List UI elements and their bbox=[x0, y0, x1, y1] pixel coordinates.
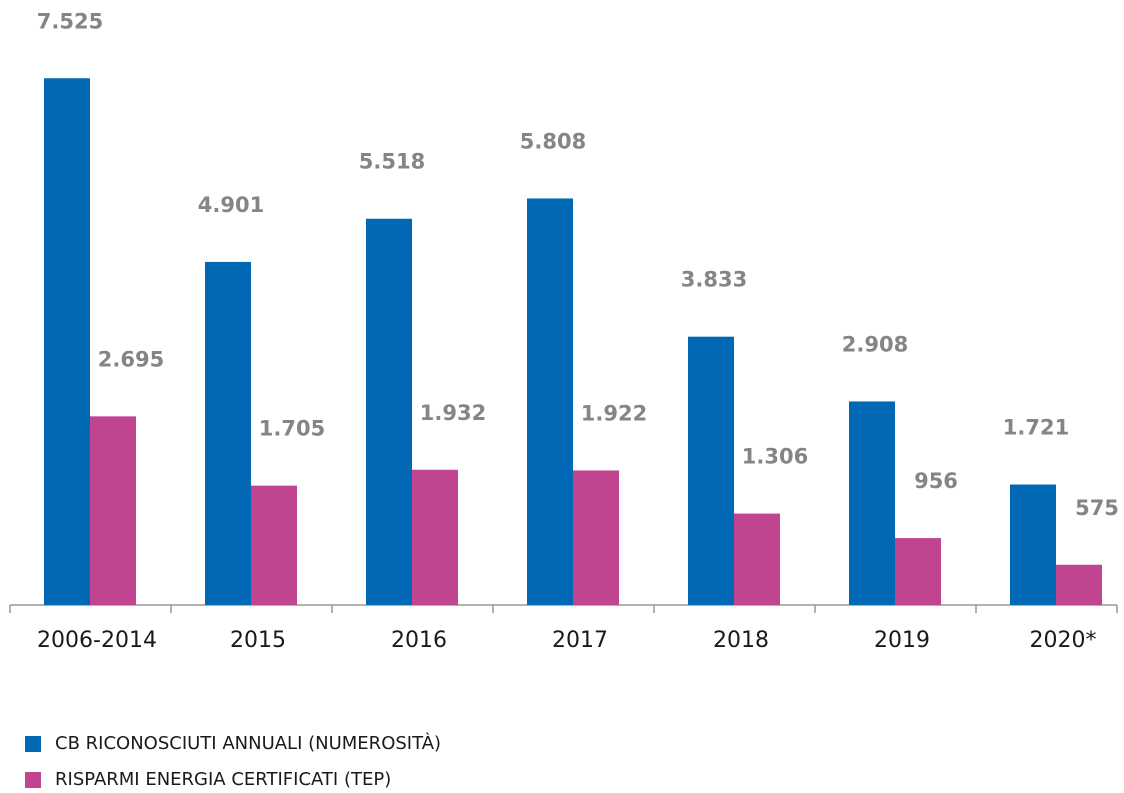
bar bbox=[366, 218, 412, 606]
x-tick-label: 2019 bbox=[874, 628, 930, 653]
bar bbox=[734, 513, 780, 605]
x-tick-label: 2016 bbox=[391, 628, 447, 653]
value-label: 1.721 bbox=[1003, 416, 1069, 440]
bar bbox=[1056, 564, 1102, 605]
value-label: 5.518 bbox=[359, 150, 425, 174]
bar bbox=[412, 469, 458, 605]
bar bbox=[895, 538, 941, 605]
value-label: 1.932 bbox=[420, 401, 486, 425]
value-label: 3.833 bbox=[681, 268, 747, 292]
bar bbox=[251, 485, 297, 605]
bar bbox=[527, 198, 573, 605]
legend-swatch bbox=[25, 736, 41, 752]
x-tick-label: 2018 bbox=[713, 628, 769, 653]
value-label: 2.695 bbox=[98, 347, 164, 371]
x-tick-label: 2015 bbox=[230, 628, 286, 653]
legend-label: CB RICONOSCIUTI ANNUALI (NUMEROSITÀ) bbox=[55, 732, 441, 754]
x-tick-label: 2006-2014 bbox=[37, 628, 157, 653]
bar bbox=[849, 401, 895, 605]
x-tick-label: 2020* bbox=[1030, 628, 1097, 653]
value-label: 5.808 bbox=[520, 129, 586, 153]
legend-label: RISPARMI ENERGIA CERTIFICATI (TEP) bbox=[55, 769, 391, 790]
value-label: 956 bbox=[914, 469, 958, 493]
bar bbox=[1010, 484, 1056, 605]
bar bbox=[573, 470, 619, 605]
value-label: 575 bbox=[1075, 496, 1119, 520]
value-label: 1.306 bbox=[742, 445, 808, 469]
legend-swatch bbox=[25, 772, 41, 788]
bar bbox=[205, 261, 251, 605]
value-label: 7.525 bbox=[37, 9, 103, 33]
bar bbox=[90, 416, 136, 605]
value-label: 1.705 bbox=[259, 417, 325, 441]
value-label: 1.922 bbox=[581, 401, 647, 425]
x-tick-label: 2017 bbox=[552, 628, 608, 653]
value-label: 2.908 bbox=[842, 332, 908, 356]
bar bbox=[44, 78, 90, 605]
bar bbox=[688, 336, 734, 605]
value-label: 4.901 bbox=[198, 193, 264, 217]
